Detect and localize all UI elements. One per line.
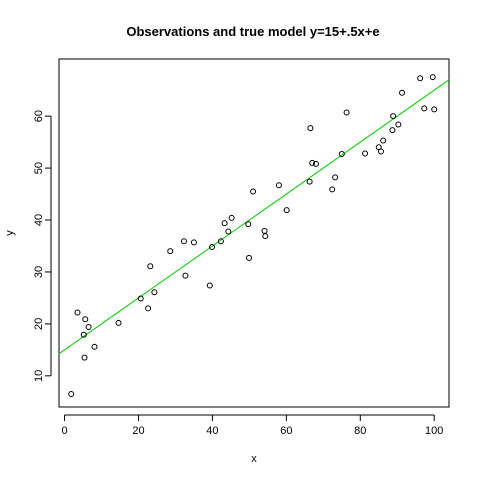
y-tick-label: 20 <box>33 318 45 330</box>
data-point <box>115 319 122 326</box>
data-point <box>81 354 88 361</box>
data-point <box>307 125 314 132</box>
x-tick-label: 40 <box>206 425 218 437</box>
true-model-line <box>59 79 449 355</box>
data-point <box>246 254 253 261</box>
data-point <box>362 150 369 157</box>
data-point <box>306 178 313 185</box>
x-axis: 0 20 40 60 80 100 <box>61 414 443 437</box>
data-point <box>250 188 257 195</box>
data-point <box>147 263 154 270</box>
x-tick-label: 80 <box>354 425 366 437</box>
data-point <box>228 214 235 221</box>
y-tick-label: 40 <box>33 214 45 226</box>
data-point <box>151 289 158 296</box>
data-point <box>68 391 75 398</box>
data-point <box>182 272 189 279</box>
x-tick-label: 60 <box>280 425 292 437</box>
data-point <box>431 106 438 113</box>
data-point <box>217 238 224 245</box>
data-point <box>137 295 144 302</box>
data-point <box>85 324 92 331</box>
data-point <box>338 151 345 158</box>
x-tick-label: 20 <box>132 425 144 437</box>
data-point <box>262 233 269 240</box>
data-point <box>343 109 350 116</box>
y-tick-label: 10 <box>33 370 45 382</box>
data-point <box>206 282 213 289</box>
data-point <box>329 186 336 193</box>
data-point <box>312 160 319 167</box>
data-point <box>283 207 290 214</box>
chart-title: Observations and true model y=15+.5x+e <box>126 24 379 39</box>
plot-frame <box>58 58 450 408</box>
data-point <box>261 227 268 234</box>
observation-points <box>68 74 438 398</box>
data-point <box>180 238 187 245</box>
data-point <box>190 239 197 246</box>
data-point <box>167 248 174 255</box>
data-point <box>209 244 216 251</box>
data-point <box>225 228 232 235</box>
y-axis-label: y <box>4 230 16 236</box>
data-point <box>221 220 228 227</box>
y-axis: 10 20 30 40 50 60 <box>33 110 52 382</box>
data-point <box>421 105 428 112</box>
data-point <box>245 221 252 228</box>
data-point <box>309 159 316 166</box>
data-point <box>380 137 387 144</box>
data-point <box>74 309 81 316</box>
x-tick-label: 0 <box>61 425 67 437</box>
data-point <box>429 74 436 81</box>
data-point <box>395 121 402 128</box>
data-point <box>390 113 397 120</box>
data-point <box>332 174 339 181</box>
data-point <box>80 331 87 338</box>
data-point <box>145 305 152 312</box>
x-tick-label: 100 <box>425 425 443 437</box>
data-point <box>377 148 384 155</box>
data-point <box>417 75 424 82</box>
data-point <box>389 127 396 134</box>
y-tick-label: 50 <box>33 162 45 174</box>
data-point <box>82 316 89 323</box>
data-point <box>91 343 98 350</box>
y-tick-label: 30 <box>33 266 45 278</box>
data-point <box>275 182 282 189</box>
data-point <box>399 89 406 96</box>
y-tick-label: 60 <box>33 110 45 122</box>
x-axis-label: x <box>251 453 257 465</box>
